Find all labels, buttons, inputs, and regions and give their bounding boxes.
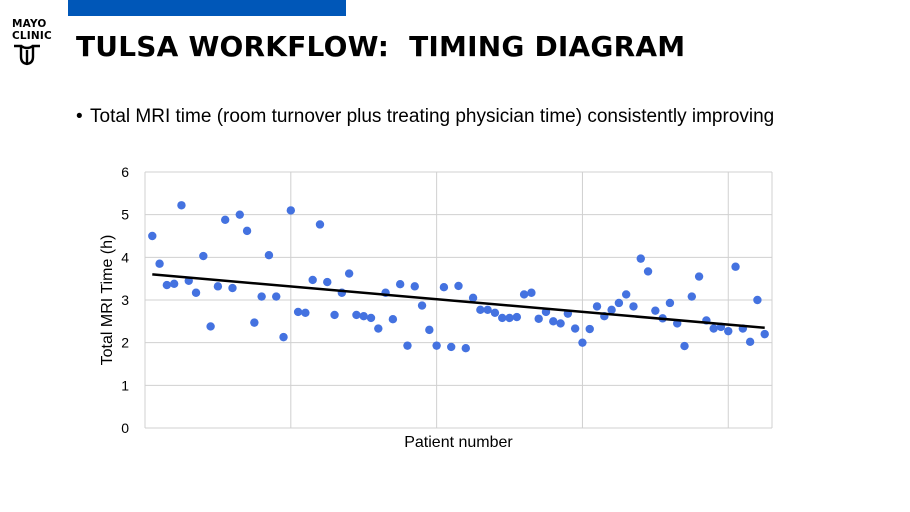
data-point [614, 298, 624, 308]
data-point [643, 267, 653, 276]
data-point [549, 317, 558, 326]
data-point [483, 305, 492, 315]
accent-bar [68, 0, 346, 16]
data-point [592, 302, 602, 311]
y-tick-label: 1 [121, 377, 129, 393]
data-point [519, 290, 529, 299]
data-point [570, 324, 580, 333]
data-point [498, 313, 507, 323]
trendline [152, 273, 765, 329]
data-point [745, 337, 755, 347]
data-point [461, 344, 470, 353]
data-point [359, 312, 368, 321]
data-point [585, 324, 594, 334]
data-point [731, 262, 740, 271]
y-tick-label: 2 [121, 335, 129, 351]
data-point [235, 210, 244, 219]
data-point [454, 281, 463, 291]
logo-line-clinic: CLINIC [12, 30, 52, 42]
data-point [315, 220, 325, 229]
data-point [279, 332, 288, 342]
data-point [447, 342, 456, 352]
bullet-item: • Total MRI time (room turnover plus trea… [76, 106, 774, 128]
data-point [308, 275, 317, 285]
data-point [220, 215, 230, 224]
data-point [527, 288, 536, 297]
data-point [636, 254, 645, 263]
bullet-text: Total MRI time (room turnover plus treat… [90, 106, 775, 127]
data-point [206, 322, 215, 331]
data-point [155, 259, 164, 268]
data-point [148, 231, 157, 241]
data-point [366, 313, 376, 323]
data-point [169, 279, 179, 288]
data-point [687, 292, 697, 301]
data-point [330, 310, 339, 320]
slide-title: TULSA WORKFLOW: TIMING DIAGRAM [76, 30, 686, 63]
data-point [505, 313, 514, 323]
y-tick-label: 6 [121, 164, 129, 180]
y-axis-label: Total MRI Time (h) [99, 235, 116, 366]
data-point [629, 302, 638, 311]
data-point [293, 307, 303, 317]
bullet-dot-icon: • [76, 106, 83, 127]
data-point [512, 312, 522, 322]
data-point [199, 251, 208, 261]
data-point [403, 341, 412, 350]
data-point [177, 201, 186, 210]
data-point [490, 308, 500, 317]
data-point [468, 293, 478, 303]
data-point [272, 292, 281, 301]
data-point [228, 283, 237, 293]
data-point [286, 206, 296, 215]
data-point [621, 290, 631, 299]
data-point [425, 325, 434, 335]
y-tick-label: 4 [121, 249, 129, 265]
data-point [250, 318, 259, 327]
data-point [694, 272, 704, 281]
data-point [753, 295, 762, 305]
data-point [374, 324, 383, 333]
data-point [432, 341, 441, 350]
data-point [191, 288, 201, 297]
data-point [724, 326, 733, 336]
data-point [323, 277, 332, 287]
logo-line-mayo: MAYO [12, 18, 47, 30]
data-point [301, 308, 310, 317]
data-point [760, 329, 769, 339]
y-tick-label: 3 [121, 292, 129, 308]
data-point [534, 314, 543, 323]
data-point [344, 269, 354, 278]
data-point [417, 301, 427, 310]
data-point [352, 310, 361, 320]
data-point [395, 280, 405, 289]
shield-icon [14, 44, 40, 66]
data-point [607, 305, 616, 315]
data-point [410, 282, 419, 291]
data-point [476, 305, 485, 315]
data-point [578, 338, 587, 347]
x-axis-label: Patient number [404, 434, 513, 451]
data-point [162, 280, 172, 290]
data-point [665, 298, 675, 308]
data-point [556, 319, 565, 328]
data-point [439, 283, 449, 292]
data-point [257, 292, 266, 301]
y-tick-label: 5 [121, 207, 129, 223]
data-point [388, 315, 398, 324]
data-point [680, 341, 689, 351]
data-point [264, 251, 274, 260]
data-point [651, 306, 660, 315]
mayo-clinic-logo: MAYO CLINIC [12, 18, 58, 72]
y-tick-label: 0 [121, 420, 129, 436]
data-point [242, 226, 252, 236]
data-point [709, 324, 718, 333]
data-point [213, 282, 223, 291]
